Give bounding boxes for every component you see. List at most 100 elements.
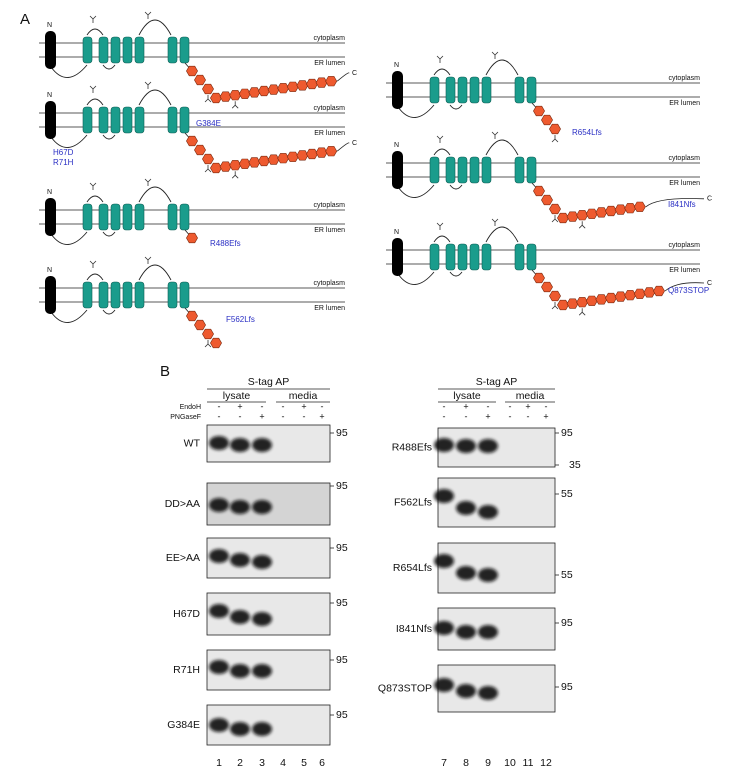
- treatment-sign: -: [545, 401, 548, 411]
- domain-hexagon: [267, 154, 280, 165]
- treatment-sign: -: [443, 411, 446, 421]
- helix: [469, 156, 480, 184]
- domain-hexagon: [633, 288, 646, 299]
- domain-hexagon: [585, 295, 598, 306]
- domain-hexagon: [202, 153, 214, 165]
- blot-label: WT: [184, 437, 201, 449]
- domain-hexagon: [296, 150, 309, 161]
- treatment-sign: +: [237, 401, 242, 411]
- compartment-label: cytoplasm: [668, 242, 700, 249]
- loop: [50, 231, 88, 245]
- domain-hexagon: [248, 87, 261, 98]
- mutation-label: I841Nfs: [668, 200, 696, 209]
- loop: [86, 273, 104, 281]
- helix: [526, 243, 537, 271]
- domain-hexagon: [549, 123, 561, 135]
- glycan: [436, 55, 444, 63]
- blot-label: R71H: [173, 664, 200, 676]
- loop: [433, 148, 451, 156]
- helix: [98, 281, 109, 309]
- lane-number: 2: [237, 757, 243, 769]
- helix: [134, 281, 145, 309]
- glycan: [578, 308, 586, 316]
- helix: [167, 36, 178, 64]
- helix: [457, 76, 468, 104]
- loop: [50, 64, 88, 78]
- domain-hexagon: [315, 147, 328, 158]
- mutation-label: G384E: [196, 119, 221, 128]
- domain-hexagon: [194, 144, 206, 156]
- blot-label: R488Efs: [392, 441, 432, 453]
- c-tail: [336, 142, 350, 152]
- band: [209, 718, 229, 732]
- domain-hexagon: [210, 162, 222, 174]
- glycan: [436, 222, 444, 230]
- blot: [437, 664, 556, 713]
- panel-label: A: [20, 11, 30, 28]
- glycan: [551, 135, 559, 143]
- helix: [429, 156, 440, 184]
- domain-hexagon: [238, 88, 251, 99]
- domain-hexagon: [585, 208, 598, 219]
- lane-number: 5: [301, 757, 307, 769]
- band: [252, 555, 272, 569]
- band: [252, 438, 272, 452]
- glycan: [491, 218, 499, 226]
- glycan: [89, 260, 97, 268]
- domain-hexagon: [325, 146, 338, 157]
- domain-hexagon: [557, 299, 569, 311]
- n-terminus: N: [47, 22, 52, 29]
- compartment-label: cytoplasm: [313, 202, 345, 209]
- helix: [82, 203, 93, 231]
- domain-hexagon: [186, 65, 198, 77]
- domain-hexagon: [286, 81, 299, 92]
- lane-number: 9: [485, 757, 491, 769]
- helix: [179, 106, 190, 134]
- loop: [50, 134, 88, 148]
- compartment-label: cytoplasm: [313, 280, 345, 287]
- helix: [457, 243, 468, 271]
- band: [434, 489, 454, 503]
- band: [209, 498, 229, 512]
- n-domain: [45, 31, 56, 69]
- glycan: [231, 101, 239, 109]
- n-terminus: N: [47, 92, 52, 99]
- domain-hexagon: [210, 92, 222, 104]
- band: [230, 438, 250, 452]
- glycan: [89, 15, 97, 23]
- domain-hexagon: [595, 207, 608, 218]
- helix: [110, 36, 121, 64]
- blot-label: F562Lfs: [394, 496, 432, 508]
- helix: [179, 281, 190, 309]
- treatment-label: PNGaseF: [170, 414, 201, 421]
- compartment-label: ER lumen: [669, 267, 700, 274]
- helix: [514, 76, 525, 104]
- helix: [122, 106, 133, 134]
- marker-label: 35: [569, 459, 581, 471]
- band: [252, 612, 272, 626]
- marker-label: 55: [561, 488, 573, 500]
- glycan: [491, 51, 499, 59]
- marker-label: 95: [561, 427, 573, 439]
- blot-label: R654Lfs: [393, 562, 432, 574]
- loop: [397, 104, 435, 118]
- n-domain: [392, 151, 403, 189]
- compartment-label: ER lumen: [669, 180, 700, 187]
- loop: [50, 309, 88, 323]
- band: [434, 438, 454, 452]
- n-terminus: N: [394, 62, 399, 69]
- domain-hexagon: [576, 297, 589, 308]
- helix: [122, 36, 133, 64]
- glycan: [204, 340, 212, 348]
- helix: [167, 106, 178, 134]
- helix: [481, 156, 492, 184]
- fraction-header: lysate: [223, 390, 251, 402]
- domain-hexagon: [219, 161, 232, 172]
- glycan: [144, 11, 152, 19]
- domain-hexagon: [186, 310, 198, 322]
- loop: [138, 89, 172, 106]
- helix: [82, 36, 93, 64]
- helix: [122, 203, 133, 231]
- treatment-sign: -: [282, 411, 285, 421]
